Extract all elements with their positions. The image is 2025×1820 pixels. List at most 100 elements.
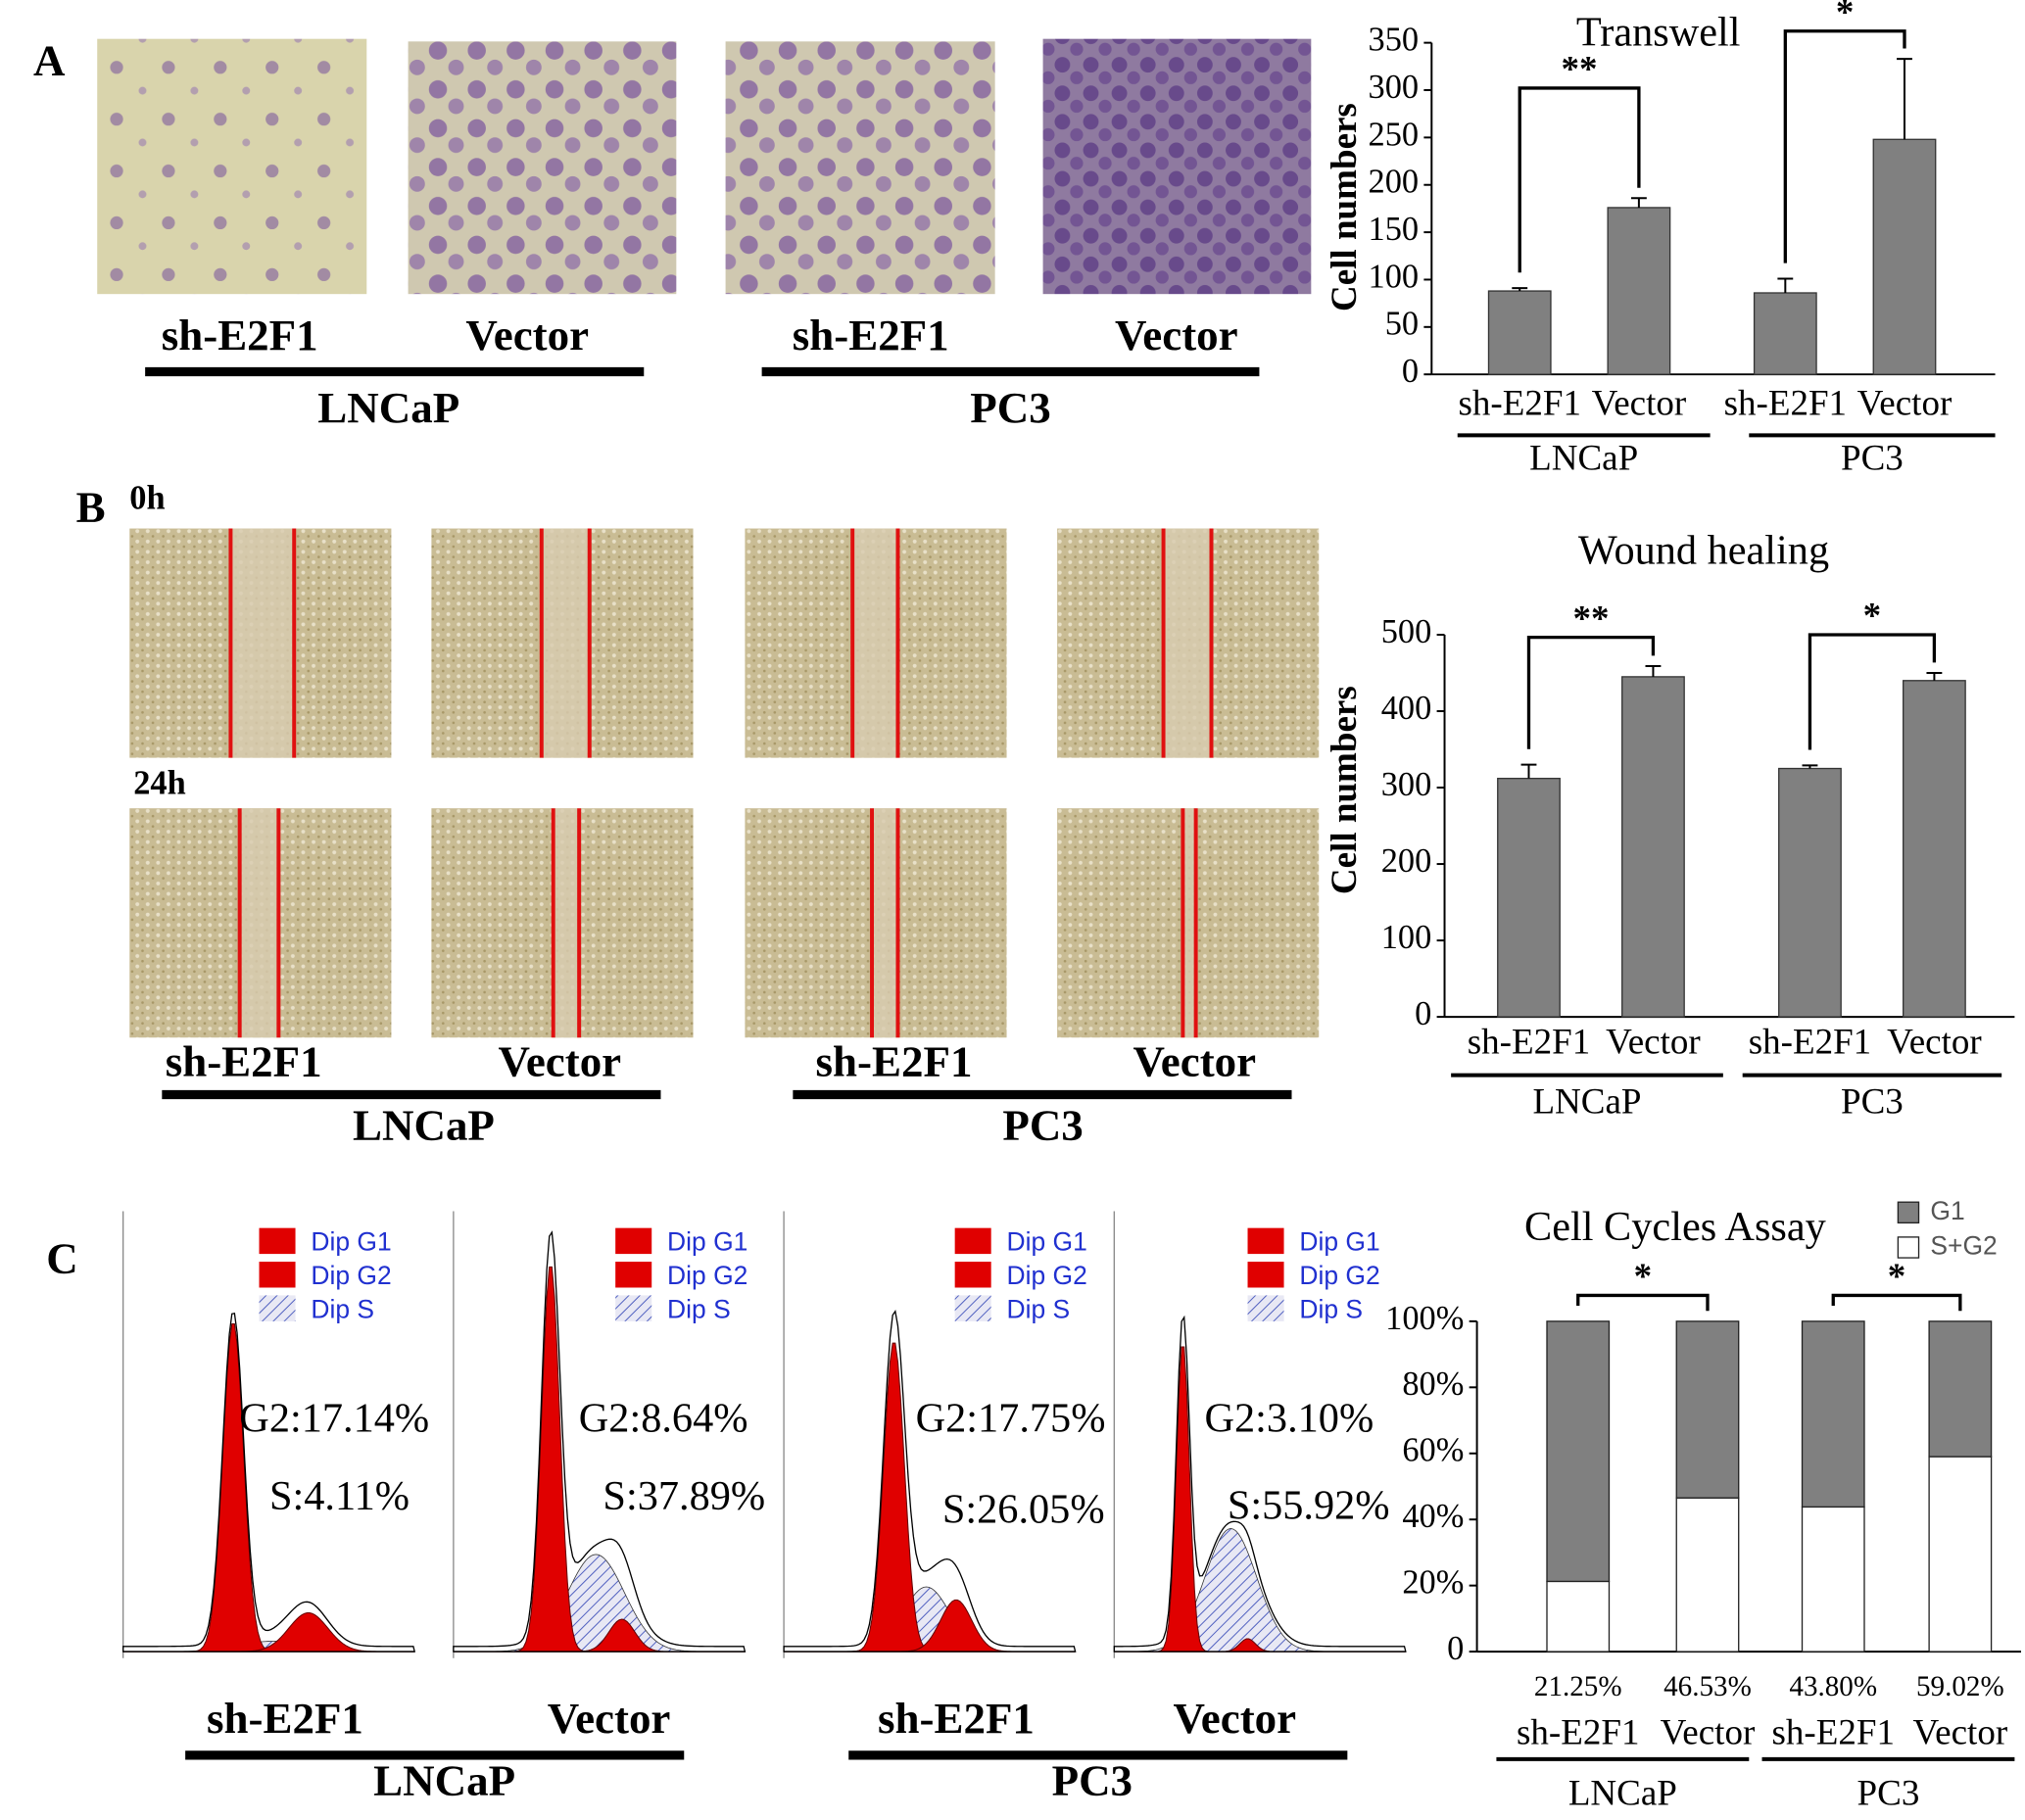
- bar: [1753, 292, 1817, 375]
- image-label: sh-E2F1: [166, 1037, 322, 1086]
- micrograph: [408, 41, 677, 295]
- legend-label: Dip G2: [667, 1261, 747, 1290]
- bar-segment: [1928, 1320, 1993, 1458]
- bar-segment: [1675, 1497, 1740, 1652]
- error-bar: [1520, 763, 1537, 779]
- micrograph: [1042, 38, 1312, 295]
- wound-gap: [872, 808, 898, 1038]
- legend-label: Dip S: [1007, 1294, 1071, 1323]
- hist-outline: [783, 1309, 1077, 1652]
- legend-label: Dip G1: [311, 1227, 391, 1257]
- legend-label: Dip G1: [1299, 1227, 1379, 1257]
- significance-label: *: [1888, 1257, 1906, 1297]
- image-label: sh-E2F1: [816, 1037, 973, 1086]
- stat-label: S:55.92%: [1228, 1482, 1390, 1528]
- image-label: Vector: [465, 311, 589, 359]
- legend-label: Dip G2: [1007, 1261, 1087, 1290]
- bar: [1903, 680, 1966, 1018]
- legend-label: G1: [1930, 1196, 1964, 1225]
- significance-label: *: [1836, 0, 1855, 32]
- y-tick-label: 100: [1381, 919, 1432, 956]
- chart-title: Wound healing: [1578, 528, 1829, 574]
- error-bar: [1645, 664, 1662, 677]
- group-label: PC3: [1002, 1100, 1083, 1149]
- error-bar: [1512, 287, 1528, 292]
- legend-swatch: [1247, 1295, 1284, 1321]
- legend-swatch: [615, 1227, 652, 1255]
- label: 24h: [133, 765, 186, 802]
- x-tick-label: sh-E2F1: [1772, 1713, 1895, 1753]
- legend-label: Dip S: [667, 1294, 731, 1323]
- y-tick-label: 300: [1369, 69, 1420, 106]
- stat-label: G2:17.14%: [239, 1396, 429, 1442]
- legend-swatch: [615, 1262, 652, 1288]
- legend-swatch: [615, 1295, 652, 1321]
- stat-label: S:26.05%: [942, 1486, 1105, 1532]
- significance-label: **: [1562, 50, 1598, 90]
- significance-label: *: [1634, 1257, 1653, 1297]
- x-tick-label: sh-E2F1: [1749, 1023, 1871, 1063]
- significance-bracket: [1831, 1293, 1962, 1312]
- label: A: [33, 35, 66, 84]
- y-tick-label: 40%: [1402, 1498, 1464, 1535]
- legend-label: Dip S: [1299, 1294, 1363, 1323]
- bar-segment: [1801, 1320, 1865, 1509]
- bar: [1607, 207, 1671, 375]
- label: 0h: [129, 480, 165, 517]
- y-tick-label: 150: [1369, 211, 1420, 248]
- y-tick-label: 0: [1447, 1630, 1464, 1667]
- x-tick-label: Vector: [1913, 1713, 2008, 1753]
- bar-segment: [1546, 1580, 1611, 1652]
- group-label: PC3: [970, 383, 1050, 432]
- group-label: LNCaP: [317, 383, 459, 432]
- y-tick-label: 100: [1369, 258, 1420, 295]
- bar-segment: [1675, 1320, 1740, 1499]
- image-label: sh-E2F1: [878, 1694, 1035, 1743]
- stat-label: G2:8.64%: [579, 1396, 748, 1442]
- y-tick-label: 50: [1385, 306, 1419, 343]
- wound-gap: [1182, 808, 1196, 1038]
- image-label: Vector: [1115, 311, 1238, 359]
- y-tick-label: 100%: [1385, 1300, 1464, 1337]
- legend-swatch: [954, 1262, 991, 1288]
- legend-label: Dip G1: [1007, 1227, 1087, 1257]
- hist-outline: [121, 1312, 416, 1652]
- x-tick-label: sh-E2F1: [1517, 1713, 1639, 1753]
- wound-gap: [852, 528, 898, 758]
- legend-label: Dip S: [311, 1294, 374, 1323]
- hist-s: [1114, 1528, 1406, 1652]
- legend-label: S+G2: [1930, 1230, 1997, 1260]
- value-label: 59.02%: [1916, 1671, 2004, 1702]
- error-bar: [1926, 672, 1943, 681]
- wound-gap: [553, 808, 580, 1038]
- group-label: PC3: [1841, 438, 1904, 478]
- wound-gap: [239, 808, 279, 1038]
- bar: [1621, 676, 1685, 1018]
- significance-bracket: [1808, 633, 1937, 750]
- significance-label: **: [1572, 599, 1609, 639]
- significance-bracket: [1526, 635, 1656, 749]
- value-label: 46.53%: [1663, 1671, 1752, 1702]
- image-label: sh-E2F1: [793, 311, 949, 359]
- group-label: PC3: [1857, 1774, 1920, 1814]
- y-tick-label: 300: [1381, 766, 1432, 803]
- y-tick-label: 0: [1402, 353, 1419, 390]
- error-bar: [1897, 58, 1912, 140]
- legend-swatch: [1897, 1236, 1920, 1259]
- y-tick-label: 0: [1415, 995, 1431, 1032]
- significance-bracket: [1783, 29, 1906, 263]
- label: C: [46, 1234, 77, 1283]
- bar-segment: [1801, 1506, 1865, 1652]
- value-label: 21.25%: [1534, 1671, 1622, 1702]
- y-tick-label: 250: [1369, 116, 1420, 153]
- x-tick-label: sh-E2F1: [1724, 384, 1847, 424]
- legend-swatch: [954, 1227, 991, 1255]
- y-tick-label: 200: [1369, 164, 1420, 201]
- micrograph: [725, 41, 995, 295]
- group-label: LNCaP: [1568, 1774, 1677, 1814]
- y-tick-label: 500: [1381, 613, 1432, 650]
- wound-gap: [541, 528, 590, 758]
- group-label: LNCaP: [1532, 1082, 1641, 1123]
